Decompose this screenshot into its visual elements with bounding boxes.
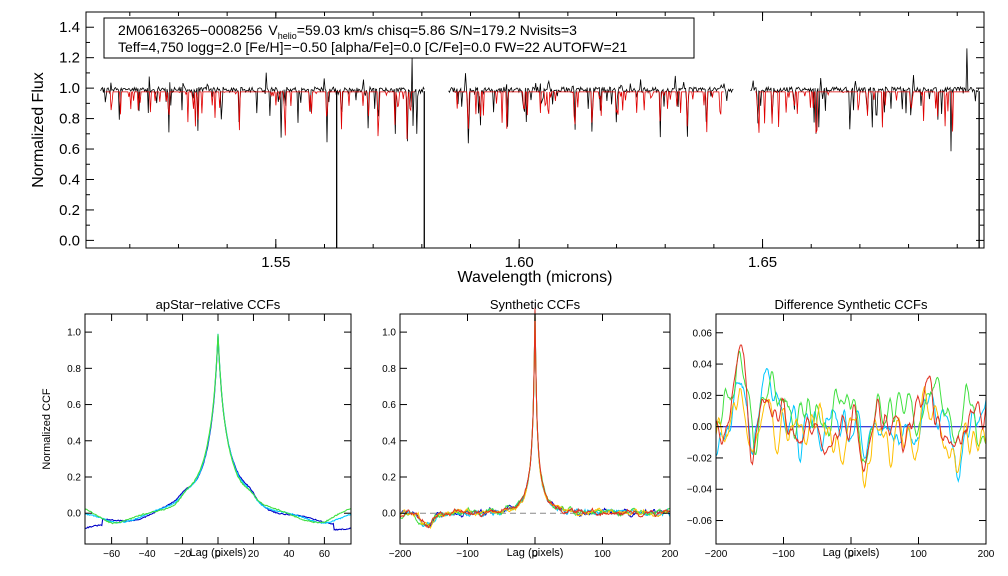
apstar-ccf-x-tick-label-0: −60 [103,549,120,560]
difference-ccf-visit-3 [715,350,987,464]
difference-ccf-traces [715,344,987,489]
vhelio-symbol: V [268,22,278,38]
difference-ccf-y-tick-label-2: 0.02 [693,391,713,402]
synthetic-ccf-axes-frame [399,313,671,545]
synthetic-ccf-panel: Synthetic CCFs −200 −100 0 100 200 0.0 0.2 0.4 0… [382,297,679,560]
synthetic-ccf-y-tick-label-4: 0.8 [382,364,396,375]
spectrum-x-tick-label-0: 1.55 [261,254,290,271]
apstar-ccf-ticks: −60 −40 −20 0 20 40 60 0.0 0.2 0.4 0.6 0.8 1.0 [67,314,351,560]
apstar-ccf-x-tick-label-3: 0 [215,549,221,560]
spectrum-y-tick-label-1: 0.2 [59,202,80,219]
star-id: 2M06163265−0008256 [118,22,263,38]
difference-ccf-y-tick-label-6: −0.06 [687,516,713,527]
model-spectrum-chip-1 [105,91,415,140]
spectrum-traces [100,48,980,248]
synthetic-ccf-title: Synthetic CCFs [490,297,581,312]
difference-ccf-x-tick-label-3: 100 [910,549,927,560]
difference-ccf-y-tick-label-3: 0.00 [693,422,713,433]
spectrum-y-tick-label-4: 0.8 [59,111,80,128]
observed-spectrum-chip-1 [100,57,425,143]
synthetic-ccf-x-tick-label-4: 200 [662,549,679,560]
apstar-ccf-x-tick-label-1: −40 [139,549,156,560]
apstar-ccf-visit-3 [84,334,352,525]
synthetic-ccf-x-tick-label-0: −200 [389,549,412,560]
difference-ccf-y-tick-label-4: −0.02 [687,453,713,464]
apstar-ccf-y-tick-label-5: 1.0 [67,328,81,339]
apstar-ccf-visit-2 [84,333,352,524]
spectrum-y-tick-label-7: 1.4 [59,19,80,36]
spectrum-ticks: 0.0 0.2 0.4 0.6 0.8 1.0 1.2 1.4 1.55 1.60 1.65 [59,11,984,271]
difference-ccf-y-tick-label-0: 0.06 [693,328,713,339]
spectrum-x-tick-label-2: 1.65 [748,254,777,271]
apstar-ccf-x-tick-label-4: 20 [248,549,260,560]
apstar-ccf-y-tick-label-3: 0.6 [67,400,81,411]
synthetic-ccf-y-tick-label-1: 0.2 [382,472,396,483]
difference-ccf-x-label: Lag (pixels) [823,547,880,559]
difference-ccf-x-tick-label-2: 0 [848,549,854,560]
difference-ccf-template [715,344,987,473]
apstar-ccf-x-tick-label-2: −20 [174,549,191,560]
difference-ccf-panel: Difference Synthetic CCFs −200 −100 0 100 20… [687,297,995,560]
spectrum-panel: 0.0 0.2 0.4 0.6 0.8 1.0 1.2 1.4 1.55 1.60 1.65 2M0… [30,11,985,286]
spectrum-x-label: Wavelength (microns) [457,269,612,286]
synthetic-ccf-y-tick-label-5: 1.0 [382,328,396,339]
apstar-ccf-title: apStar−relative CCFs [156,297,281,312]
model-spectrum-chip-2 [453,90,724,133]
apstar-ccf-panel: apStar−relative CCFs −60 −40 −20 0 20 40 60 0.0… [41,297,352,560]
synthetic-ccf-traces [399,308,671,530]
info-line-2: Teff=4,750 logg=2.0 [Fe/H]=−0.50 [alpha/… [118,39,627,55]
difference-ccf-x-tick-label-4: 200 [978,549,995,560]
difference-ccf-x-tick-label-1: −100 [772,549,795,560]
spectrum-y-tick-label-3: 0.6 [59,141,80,158]
synthetic-ccf-template [399,308,670,529]
observed-spectrum-chip-2 [448,73,734,144]
spectrum-info-box: 2M06163265−0008256 Vhelio=59.03 km/s chis… [103,17,695,59]
spectrum-y-label: Normalized Flux [30,72,47,188]
synthetic-ccf-x-tick-label-2: 0 [532,549,538,560]
difference-ccf-title: Difference Synthetic CCFs [775,297,928,312]
difference-ccf-combined [715,386,987,489]
spectrum-x-tick-label-1: 1.60 [505,254,534,271]
spectrum-y-tick-label-0: 0.0 [59,232,80,249]
apstar-ccf-x-tick-label-5: 40 [283,549,295,560]
apstar-ccf-y-tick-label-1: 0.2 [67,472,81,483]
info-box-frame [103,17,695,59]
apstar-ccf-visit-1 [85,335,352,531]
vhelio-values: =59.03 km/s chisq=5.86 S/N=179.2 Nvisits… [297,22,577,38]
apstar-ccf-axes-frame [84,313,352,545]
difference-ccf-y-tick-label-5: −0.04 [687,485,713,496]
apstar-ccf-y-tick-label-2: 0.4 [67,436,81,447]
synthetic-ccf-x-label: Lag (pixels) [507,547,564,559]
difference-ccf-y-tick-label-1: 0.04 [693,360,713,371]
synthetic-ccf-x-tick-label-1: −100 [456,549,479,560]
difference-ccf-x-tick-label-0: −200 [705,549,728,560]
spectrum-y-tick-label-2: 0.4 [59,171,80,188]
info-line-1: 2M06163265−0008256 Vhelio=59.03 km/s chis… [118,22,577,41]
difference-ccf-visit-2 [715,368,987,484]
apstar-ccf-y-tick-label-4: 0.8 [67,364,81,375]
apstar-ccf-y-label: Normalized CCF [41,388,53,470]
spectrum-y-tick-label-5: 1.0 [59,80,80,97]
spectrum-y-tick-label-6: 1.2 [59,50,80,67]
apstar-ccf-x-tick-label-6: 60 [319,549,331,560]
spectrum-axes-frame [85,11,985,249]
synthetic-ccf-ticks: −200 −100 0 100 200 0.0 0.2 0.4 0.6 0.8 1.0 [382,314,679,560]
vhelio-subscript: helio [278,31,297,41]
synthetic-ccf-y-tick-label-3: 0.6 [382,400,396,411]
synthetic-ccf-x-tick-label-3: 100 [594,549,611,560]
model-spectrum-chip-3 [755,91,970,134]
apstar-ccf-y-tick-label-0: 0.0 [67,509,81,520]
observed-spectrum-chip-3 [750,48,980,152]
synthetic-ccf-y-tick-label-2: 0.4 [382,436,396,447]
apstar-ccf-x-label: Lag (pixels) [190,547,247,559]
difference-ccf-ticks: −200 −100 0 100 200 0.06 0.04 0.02 0.00 −0.02 −0.0… [687,314,995,560]
apstar-ccf-traces [84,333,352,531]
synthetic-ccf-y-tick-label-0: 0.0 [382,509,396,520]
